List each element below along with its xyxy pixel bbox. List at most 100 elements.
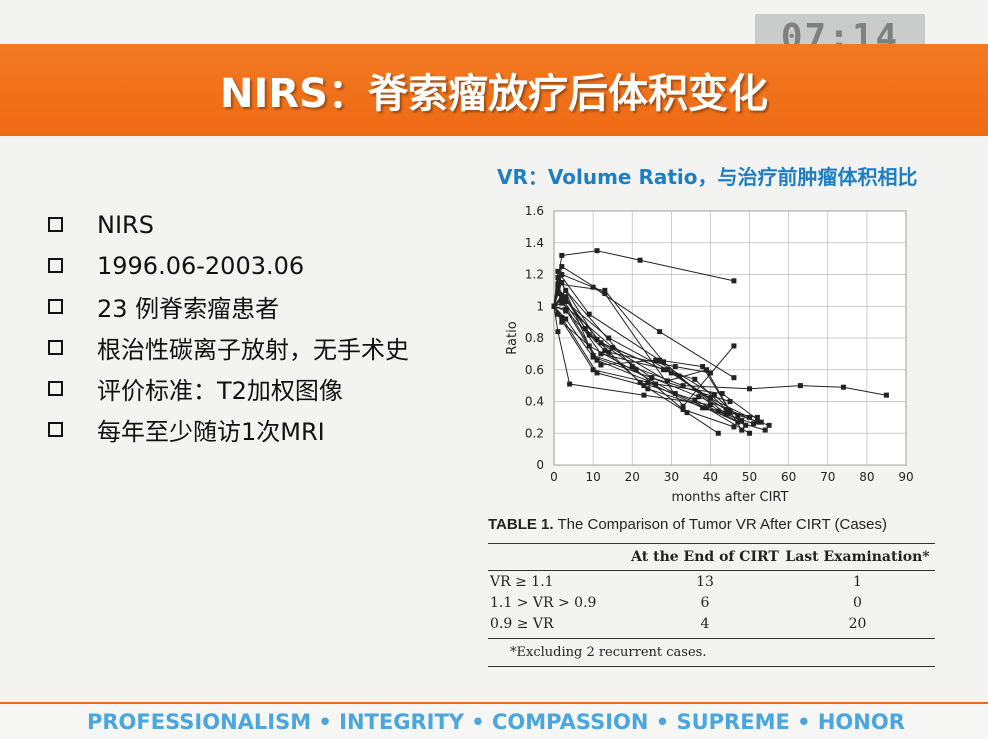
data-point <box>594 370 600 376</box>
data-point <box>723 411 729 417</box>
data-point <box>563 294 569 300</box>
data-point <box>762 427 768 433</box>
x-tick-label: 50 <box>742 470 757 484</box>
table-footnote: *Excluding 2 recurrent cases. <box>510 645 707 660</box>
series-line <box>553 276 731 412</box>
data-point <box>598 362 604 368</box>
data-point <box>797 383 803 389</box>
data-point <box>590 367 596 373</box>
bullet-item: 23 例脊索瘤患者 <box>48 286 409 327</box>
data-point <box>840 384 846 390</box>
table-cell: 1 <box>853 573 862 590</box>
data-point <box>590 354 596 360</box>
data-point <box>707 395 713 401</box>
data-point <box>555 329 561 335</box>
y-tick-label: 0 <box>536 458 544 472</box>
data-point <box>610 345 616 351</box>
data-point <box>727 399 733 404</box>
x-tick-label: 80 <box>859 470 874 484</box>
data-point <box>633 367 639 373</box>
data-point <box>719 391 725 397</box>
data-point <box>704 405 710 411</box>
data-point <box>883 392 889 398</box>
data-point <box>739 427 745 433</box>
data-point <box>727 408 733 414</box>
data-point <box>680 406 686 412</box>
table-caption: TABLE 1. The Comparison of Tumor VR Afte… <box>488 516 935 533</box>
table-row: 1.1 > VR > 0.9 6 0 <box>488 592 935 613</box>
x-axis-label: months after CIRT <box>672 490 789 505</box>
data-point <box>692 376 698 382</box>
x-tick-label: 20 <box>625 470 640 484</box>
square-bullet-icon <box>48 422 63 437</box>
data-point <box>559 295 565 301</box>
data-point <box>731 343 737 349</box>
bullet-text: NIRS <box>97 210 154 239</box>
data-point <box>551 303 557 309</box>
data-point <box>602 287 608 293</box>
square-bullet-icon <box>48 340 63 355</box>
data-point <box>559 264 565 270</box>
bullet-text: 根治性碳离子放射，无手术史 <box>97 336 409 364</box>
data-point <box>676 373 682 379</box>
data-point <box>684 410 690 416</box>
table-header-row: At the End of CIRT Last Examination* <box>488 544 935 570</box>
square-bullet-icon <box>48 299 63 314</box>
data-point <box>555 287 561 293</box>
data-point <box>555 268 561 274</box>
data-point <box>559 319 565 325</box>
data-point <box>645 386 651 392</box>
x-tick-label: 10 <box>585 470 600 484</box>
bullet-text: 评价标准：T2加权图像 <box>97 377 343 405</box>
data-point <box>559 272 565 277</box>
square-bullet-icon <box>48 258 63 273</box>
data-point <box>680 403 686 409</box>
slide-title: NIRS：脊索瘤放疗后体积变化 <box>220 71 768 117</box>
data-point <box>563 308 569 314</box>
data-point <box>637 257 643 263</box>
table-cell: 4 <box>700 615 710 632</box>
table-cell: 1.1 > VR > 0.9 <box>490 594 597 611</box>
data-point <box>680 383 686 389</box>
data-point <box>692 397 698 403</box>
data-point <box>629 364 635 370</box>
y-tick-label: 0.6 <box>525 363 544 377</box>
data-point <box>555 291 561 297</box>
data-point <box>657 329 663 335</box>
x-tick-label: 70 <box>820 470 835 484</box>
table-label: TABLE 1. <box>488 516 554 533</box>
data-point <box>743 422 749 428</box>
data-point <box>567 381 573 387</box>
data-point <box>649 375 655 381</box>
data-point <box>700 364 706 370</box>
data-point <box>645 379 651 385</box>
data-point <box>750 421 756 427</box>
series-line <box>553 280 735 428</box>
data-point <box>704 367 710 373</box>
data-point <box>731 278 737 284</box>
title-banner: NIRS：脊索瘤放疗后体积变化 <box>0 44 988 136</box>
data-point <box>747 414 753 420</box>
table-header-cell: Last Examination* <box>785 549 930 565</box>
data-point <box>672 364 678 370</box>
data-point <box>747 386 753 392</box>
comparison-table: TABLE 1. The Comparison of Tumor VR Afte… <box>488 516 935 667</box>
table-row: VR ≥ 1.1 13 1 <box>488 571 935 592</box>
data-point <box>594 248 600 254</box>
bullet-item: 每年至少随访1次MRI <box>48 409 409 450</box>
y-axis-label: Ratio <box>505 321 520 354</box>
data-point <box>641 392 647 398</box>
data-point <box>711 392 717 398</box>
x-tick-label: 40 <box>703 470 718 484</box>
data-point <box>559 252 565 258</box>
data-point <box>731 375 737 381</box>
footer-motto: PROFESSIONALISM • INTEGRITY • COMPASSION… <box>87 709 905 734</box>
bullet-text: 1996.06-2003.06 <box>97 251 305 280</box>
x-tick-label: 60 <box>781 470 796 484</box>
vr-caption: VR：Volume Ratio，与治疗前肿瘤体积相比 <box>497 165 918 189</box>
data-point <box>555 275 561 281</box>
data-point <box>653 357 659 363</box>
y-tick-label: 1.6 <box>525 204 544 218</box>
data-point <box>559 279 565 285</box>
y-tick-label: 1.4 <box>525 236 544 250</box>
